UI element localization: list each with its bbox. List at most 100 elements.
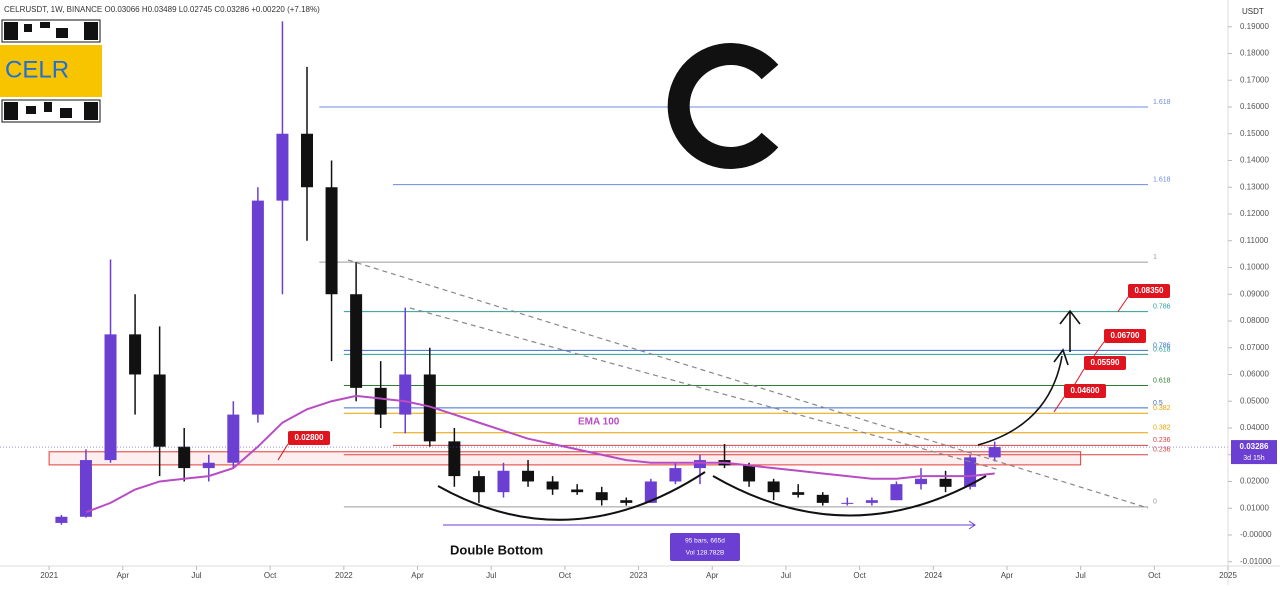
- candle-body: [644, 481, 657, 503]
- candle-body: [227, 414, 240, 463]
- candle-body: [620, 500, 633, 503]
- y-tick-label: 0.11000: [1240, 236, 1269, 245]
- candle-body: [472, 476, 485, 493]
- fib-label: 0.236: [1153, 447, 1171, 454]
- y-tick-label: 0.12000: [1240, 209, 1269, 218]
- measure-box: [670, 533, 740, 561]
- candle-body: [153, 374, 166, 447]
- target-label: 0.05590: [1091, 358, 1120, 367]
- target-pointer: [1073, 368, 1085, 386]
- y-tick-label: 0.05000: [1240, 396, 1269, 405]
- candle-body: [522, 470, 535, 482]
- x-tick-label: Jul: [1076, 571, 1086, 580]
- candle-body: [423, 374, 436, 442]
- target-label: 0.02800: [295, 433, 324, 442]
- candle-body: [988, 447, 1001, 458]
- y-tick-label: 0.02000: [1240, 477, 1269, 486]
- measure-volume: Vol 128.782B: [686, 550, 725, 557]
- fib-label: 1: [1153, 254, 1157, 261]
- fib-label: 1.618: [1153, 99, 1171, 106]
- fib-label: 0.382: [1153, 405, 1171, 412]
- target-pointer: [1117, 296, 1129, 312]
- candle-body: [865, 500, 878, 503]
- x-tick-label: Apr: [706, 571, 719, 580]
- target-pointer: [277, 443, 289, 461]
- target-tag: [288, 431, 330, 445]
- candle-body: [276, 133, 289, 201]
- x-tick-label: Apr: [411, 571, 424, 580]
- candle-body: [374, 387, 387, 415]
- target-label: 0.04600: [1071, 386, 1100, 395]
- trend-line: [409, 307, 1001, 471]
- arrow-head: [1059, 309, 1081, 325]
- countdown: 3d 15h: [1243, 455, 1265, 462]
- fib-label: 0.236: [1153, 437, 1171, 444]
- x-tick-label: Jul: [191, 571, 201, 580]
- y-tick-label: 0.01000: [1240, 503, 1269, 512]
- fib-label: 0.5: [1153, 400, 1163, 407]
- y-tick-label: -0.00000: [1240, 530, 1272, 539]
- target-pointer: [1093, 341, 1105, 357]
- qr-code: [1, 19, 101, 123]
- candle-body: [55, 516, 68, 523]
- fib-label: 0.618: [1153, 377, 1171, 384]
- candle-body: [890, 484, 903, 501]
- plot-area: 1.6181.61810.7860.7860.6180.6180.50.3820…: [0, 21, 1228, 525]
- ema-line: [85, 394, 995, 514]
- fib-label: 0.618: [1153, 346, 1171, 353]
- candle-body: [816, 494, 829, 503]
- y-tick-label: 0.16000: [1240, 102, 1269, 111]
- y-tick-label: -0.01000: [1240, 557, 1272, 566]
- logo-text: CELR: [5, 56, 69, 83]
- target-label: 0.08350: [1135, 286, 1164, 295]
- measure-bars: 95 bars, 665d: [685, 538, 725, 545]
- ema-label: EMA 100: [578, 417, 620, 428]
- y-tick-label: 0.19000: [1240, 22, 1269, 31]
- candle-body: [178, 446, 191, 469]
- x-tick-label: Oct: [264, 571, 277, 580]
- y-tick-label: 0.18000: [1240, 49, 1269, 58]
- cup-arc: [712, 475, 987, 517]
- cup-arc: [437, 471, 706, 521]
- candle-body: [939, 478, 952, 487]
- x-tick-label: Jul: [486, 571, 496, 580]
- y-tick-label: 0.15000: [1240, 129, 1269, 138]
- target-tag: [1084, 356, 1126, 370]
- fib-label: 0.786: [1153, 303, 1171, 310]
- price-axis: [1228, 0, 1280, 585]
- candle-body: [325, 187, 338, 295]
- axis-unit: USDT: [1242, 7, 1264, 16]
- last-price-tag: [1231, 440, 1277, 465]
- y-tick-label: 0.10000: [1240, 263, 1269, 272]
- candle-body: [571, 489, 584, 493]
- y-tick-label: 0.06000: [1240, 370, 1269, 379]
- candle-body: [595, 492, 608, 501]
- x-tick-label: 2025: [1219, 571, 1237, 580]
- y-tick-label: 0.07000: [1240, 343, 1269, 352]
- candle-body: [251, 200, 264, 415]
- candle-body: [964, 457, 977, 487]
- fib-label: 0: [1153, 499, 1157, 506]
- candle-body: [79, 460, 92, 517]
- candle-body: [399, 374, 412, 415]
- fib-label: 1.618: [1153, 176, 1171, 183]
- candle-body: [743, 465, 756, 482]
- x-tick-label: Apr: [117, 571, 130, 580]
- arrow-head: [968, 520, 976, 530]
- y-tick-label: 0.13000: [1240, 182, 1269, 191]
- axis-layer: 0.19000 0.18000 0.17000 0.16000 0.15000 0.140…: [40, 22, 1277, 580]
- candle-body: [767, 481, 780, 493]
- target-tag: [1128, 284, 1170, 298]
- trend-line: [347, 259, 1149, 509]
- candle-body: [448, 441, 461, 477]
- y-tick-label: 0.04000: [1240, 423, 1269, 432]
- x-tick-label: Jul: [781, 571, 791, 580]
- fib-label: 0.786: [1153, 342, 1171, 349]
- candle-body: [202, 462, 215, 469]
- candle-body: [669, 468, 682, 482]
- candle-body: [129, 334, 142, 375]
- candle-body: [104, 334, 117, 461]
- candle-body: [497, 470, 510, 493]
